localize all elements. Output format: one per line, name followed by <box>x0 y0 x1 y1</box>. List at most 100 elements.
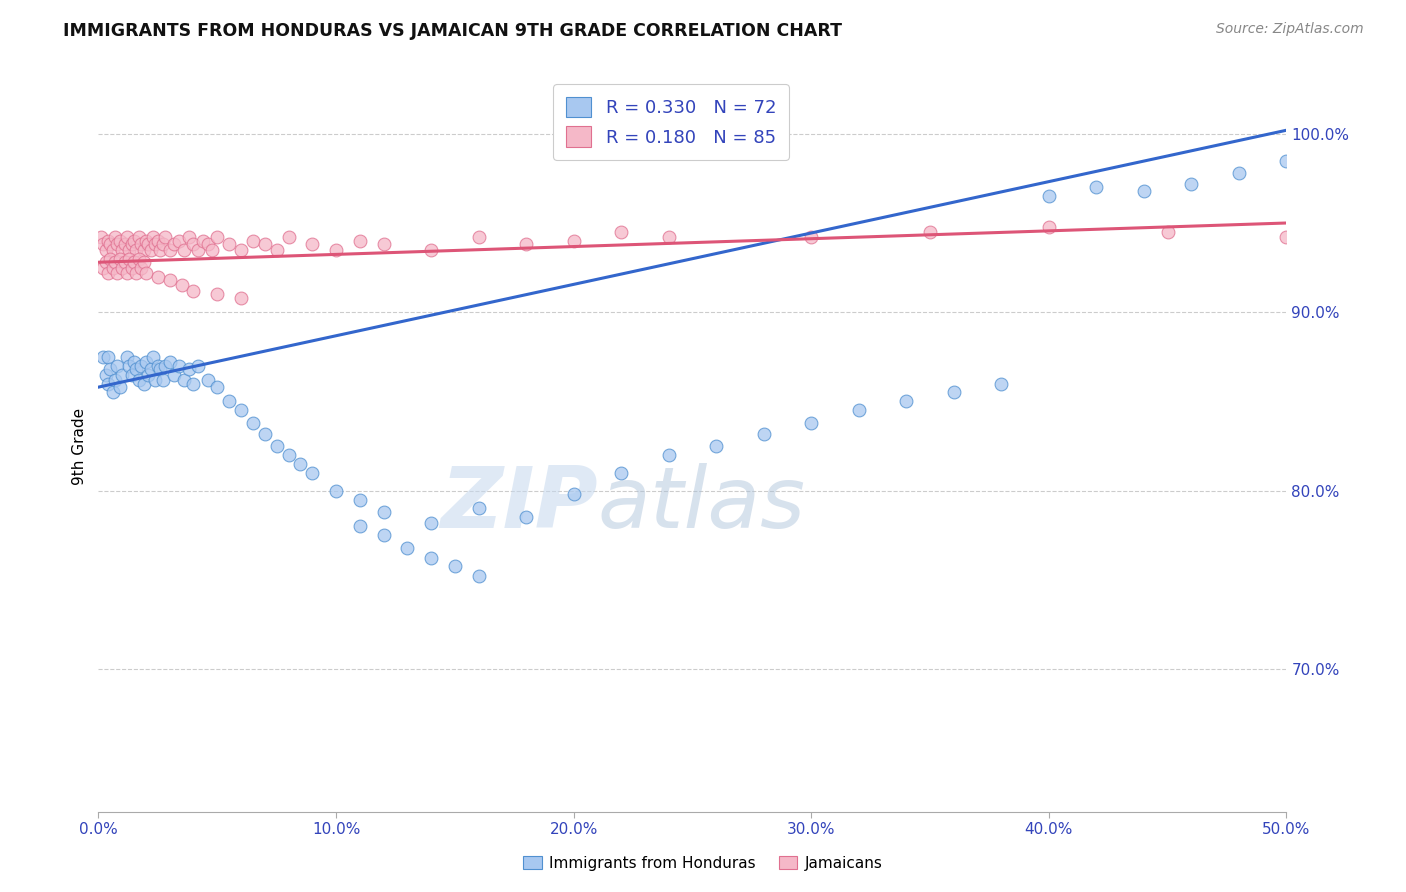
Point <box>118 359 141 373</box>
Point <box>91 237 114 252</box>
Point <box>132 255 155 269</box>
Point <box>108 380 131 394</box>
Point <box>752 426 775 441</box>
Point <box>104 230 127 244</box>
Point <box>139 243 162 257</box>
Point <box>142 350 165 364</box>
Point <box>121 368 143 382</box>
Point <box>942 385 965 400</box>
Point <box>349 234 371 248</box>
Text: ZIP: ZIP <box>440 463 598 546</box>
Point <box>146 234 169 248</box>
Point <box>1275 153 1298 168</box>
Point <box>207 287 229 301</box>
Point <box>1085 180 1108 194</box>
Point <box>101 260 124 275</box>
Point <box>98 252 121 266</box>
Point <box>229 243 252 257</box>
Point <box>920 225 942 239</box>
Point <box>187 243 209 257</box>
Point <box>183 237 205 252</box>
Point <box>132 243 155 257</box>
Point <box>132 376 155 391</box>
Point <box>242 416 264 430</box>
Point <box>170 278 193 293</box>
Point <box>128 373 150 387</box>
Point <box>152 237 174 252</box>
Point <box>373 528 395 542</box>
Y-axis label: 9th Grade: 9th Grade <box>72 408 87 484</box>
Point <box>167 359 190 373</box>
Point <box>111 260 134 275</box>
Point <box>142 230 165 244</box>
Point <box>610 225 633 239</box>
Point <box>183 284 205 298</box>
Point <box>107 237 129 252</box>
Point <box>97 234 120 248</box>
Point <box>191 234 214 248</box>
Point <box>467 569 489 583</box>
Point <box>167 234 190 248</box>
Point <box>177 230 200 244</box>
Point <box>108 234 131 248</box>
Point <box>177 362 200 376</box>
Point <box>301 237 323 252</box>
Point <box>201 243 224 257</box>
Point <box>121 237 143 252</box>
Point <box>129 359 152 373</box>
Point <box>153 359 176 373</box>
Point <box>396 541 419 555</box>
Point <box>107 266 129 280</box>
Point <box>101 385 124 400</box>
Point <box>1227 166 1250 180</box>
Point <box>277 448 299 462</box>
Point <box>187 359 209 373</box>
Point <box>118 243 141 257</box>
Point <box>104 255 127 269</box>
Point <box>1133 184 1156 198</box>
Point <box>229 291 252 305</box>
Point <box>128 252 150 266</box>
Point <box>159 243 181 257</box>
Point <box>122 234 145 248</box>
Point <box>94 255 117 269</box>
Text: atlas: atlas <box>598 463 806 546</box>
Point <box>145 237 167 252</box>
Point <box>207 230 229 244</box>
Point <box>658 230 681 244</box>
Point <box>149 243 172 257</box>
Point <box>118 252 141 266</box>
Point <box>277 230 299 244</box>
Point <box>125 362 148 376</box>
Point <box>97 266 120 280</box>
Point <box>122 255 145 269</box>
Point <box>420 516 443 530</box>
Point <box>253 426 276 441</box>
Point <box>115 350 138 364</box>
Point <box>197 373 219 387</box>
Point <box>163 237 186 252</box>
Point <box>562 234 585 248</box>
Point <box>145 373 167 387</box>
Point <box>111 243 134 257</box>
Point <box>242 234 264 248</box>
Point <box>349 519 371 533</box>
Point <box>562 487 585 501</box>
Point <box>373 237 395 252</box>
Point <box>114 237 136 252</box>
Point <box>101 243 124 257</box>
Point <box>97 376 120 391</box>
Point <box>266 243 288 257</box>
Point <box>1038 219 1060 234</box>
Point <box>121 260 143 275</box>
Point <box>800 416 823 430</box>
Point <box>197 237 219 252</box>
Point <box>444 558 467 573</box>
Point <box>115 266 138 280</box>
Point <box>107 359 129 373</box>
Point <box>114 255 136 269</box>
Point <box>325 243 347 257</box>
Point <box>163 368 186 382</box>
Point <box>1038 189 1060 203</box>
Point <box>149 362 172 376</box>
